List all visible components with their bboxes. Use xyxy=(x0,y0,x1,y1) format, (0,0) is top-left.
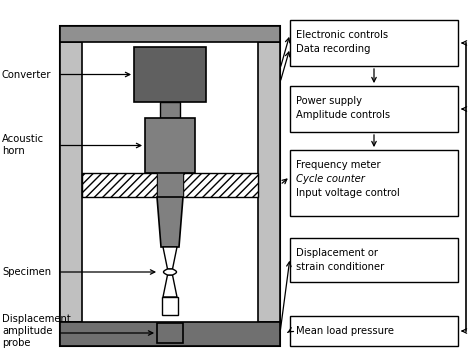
Text: horn: horn xyxy=(2,146,25,157)
Polygon shape xyxy=(164,269,176,275)
Bar xyxy=(60,42,82,322)
Text: Mean load pressure: Mean load pressure xyxy=(296,326,394,336)
Bar xyxy=(157,173,183,197)
Bar xyxy=(60,26,280,346)
Polygon shape xyxy=(163,275,177,297)
Bar xyxy=(290,150,458,216)
Text: Frequency meter: Frequency meter xyxy=(296,160,381,170)
Text: strain conditioner: strain conditioner xyxy=(296,262,384,272)
Polygon shape xyxy=(163,247,177,269)
Text: Electronic controls: Electronic controls xyxy=(296,30,388,40)
Bar xyxy=(60,322,280,346)
Bar xyxy=(82,173,157,197)
Bar xyxy=(162,297,178,315)
Bar xyxy=(60,26,280,42)
Bar xyxy=(290,20,458,66)
Text: Power supply: Power supply xyxy=(296,96,362,106)
Text: Converter: Converter xyxy=(2,70,52,79)
Text: Specimen: Specimen xyxy=(2,267,51,277)
Text: probe: probe xyxy=(2,338,30,348)
Text: Displacement or: Displacement or xyxy=(296,248,378,258)
Text: Displacement: Displacement xyxy=(2,314,71,324)
Text: amplitude: amplitude xyxy=(2,326,53,336)
Bar xyxy=(145,118,195,173)
Polygon shape xyxy=(157,197,183,247)
Text: Amplitude controls: Amplitude controls xyxy=(296,110,390,120)
Text: Input voltage control: Input voltage control xyxy=(296,188,400,198)
Bar xyxy=(160,102,180,118)
Bar xyxy=(290,86,458,132)
Bar xyxy=(183,173,258,197)
Text: Cycle counter: Cycle counter xyxy=(296,174,365,184)
Text: Acoustic: Acoustic xyxy=(2,135,44,145)
Bar xyxy=(258,42,280,322)
Bar xyxy=(134,47,206,102)
Bar xyxy=(290,238,458,282)
Text: Data recording: Data recording xyxy=(296,44,371,54)
Bar xyxy=(157,323,183,343)
Bar xyxy=(290,316,458,346)
